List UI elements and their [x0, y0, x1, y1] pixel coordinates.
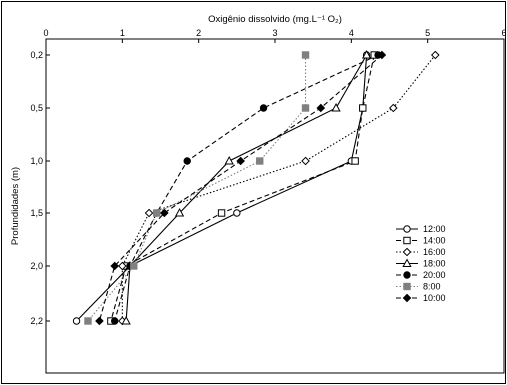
data-point [331, 102, 341, 112]
series-line [87, 55, 307, 322]
series-line [110, 54, 375, 322]
y-tick-label: 1,0 [30, 156, 43, 166]
x-tick-label: 3 [272, 28, 277, 38]
data-point [403, 225, 411, 233]
data-point [111, 317, 119, 325]
legend-label: 10:00 [423, 293, 446, 303]
data-point [403, 271, 411, 279]
legend-label: 12:00 [423, 224, 446, 234]
y-tick-label: 1,5 [30, 208, 43, 218]
series-line [76, 54, 368, 322]
data-point [95, 316, 104, 326]
y-tick-label: 2,0 [30, 261, 43, 271]
data-point [430, 50, 440, 60]
data-point [402, 247, 412, 257]
y-axis-label: Profundidades (m) [10, 167, 21, 245]
series-markers [72, 49, 440, 326]
data-point [351, 157, 359, 165]
data-point [301, 156, 310, 166]
series-lines [76, 54, 436, 322]
legend-label: 8:00 [423, 282, 441, 292]
data-point [402, 258, 412, 267]
x-tick-label: 2 [196, 28, 201, 38]
data-point [233, 209, 241, 217]
y-tick-label: 2,2 [30, 316, 43, 326]
data-point [118, 261, 127, 271]
y-axis: 0,2 0,5 1,0 1,5 2,0 2,2 [30, 50, 50, 326]
data-point [72, 317, 81, 325]
legend-label: 14:00 [423, 236, 446, 246]
data-point [389, 103, 398, 113]
data-point [217, 209, 226, 217]
data-point [144, 208, 154, 218]
series-line [114, 54, 379, 322]
data-point [84, 317, 92, 325]
data-point [224, 155, 234, 165]
data-point [121, 315, 131, 325]
x-tick-label: 5 [425, 28, 430, 38]
legend-label: 20:00 [423, 270, 446, 280]
data-point [359, 104, 367, 112]
data-point [301, 104, 310, 112]
x-axis-label: Oxigênio dissolvido (mg.L⁻¹ O₂) [208, 14, 342, 25]
x-tick-label: 0 [43, 28, 48, 38]
y-tick-label: 0,5 [30, 103, 43, 113]
data-point [130, 262, 138, 270]
x-tick-label: 1 [120, 28, 125, 38]
data-point [160, 208, 169, 218]
data-point [361, 49, 372, 59]
data-point [402, 293, 412, 303]
legend-label: 18:00 [423, 259, 446, 269]
y-tick-label: 0,2 [30, 50, 43, 60]
series-line [98, 54, 383, 322]
x-axis: 0 1 2 3 4 5 6 [43, 28, 507, 43]
series-line [121, 54, 436, 321]
data-point [301, 51, 310, 59]
series-line [125, 54, 368, 322]
data-point [183, 157, 191, 165]
data-point [403, 282, 411, 291]
data-point [110, 261, 120, 271]
data-point [236, 156, 245, 166]
x-tick-label: 4 [349, 28, 354, 38]
data-point [259, 104, 268, 112]
data-point [174, 207, 185, 217]
x-tick-label: 6 [501, 28, 506, 38]
data-point [377, 50, 387, 60]
data-point [316, 103, 326, 113]
data-point [403, 236, 411, 245]
data-point [152, 209, 161, 217]
data-point [256, 157, 264, 165]
legend-label: 16:00 [423, 247, 446, 257]
